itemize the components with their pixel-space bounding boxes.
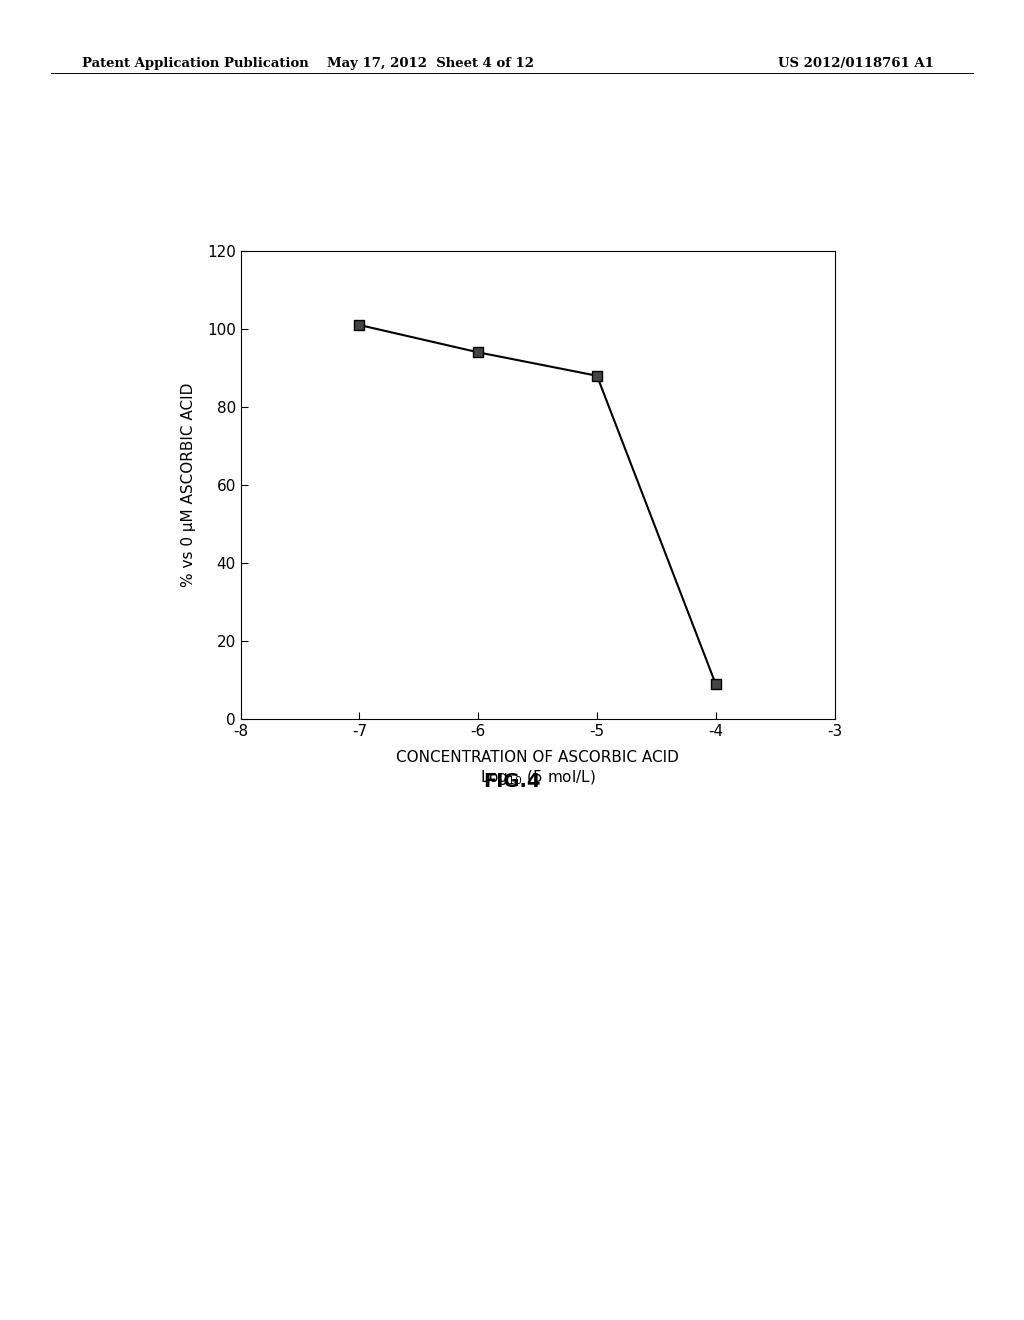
Y-axis label: % vs 0 μM ASCORBIC ACID: % vs 0 μM ASCORBIC ACID	[181, 383, 196, 587]
Text: FIG.4: FIG.4	[483, 772, 541, 791]
Text: US 2012/0118761 A1: US 2012/0118761 A1	[778, 57, 934, 70]
Text: May 17, 2012  Sheet 4 of 12: May 17, 2012 Sheet 4 of 12	[327, 57, 534, 70]
Text: Patent Application Publication: Patent Application Publication	[82, 57, 308, 70]
X-axis label: CONCENTRATION OF ASCORBIC ACID
Log$_{10}$ (5 mol/L): CONCENTRATION OF ASCORBIC ACID Log$_{10}…	[396, 750, 679, 787]
